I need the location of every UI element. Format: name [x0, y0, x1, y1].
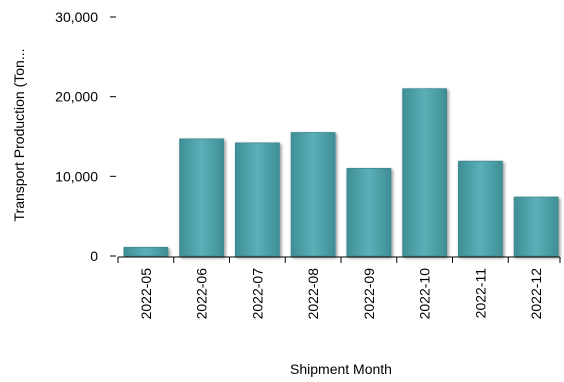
bar-2022-12[interactable]	[513, 196, 559, 257]
x-tick-label: 2022-08	[305, 268, 321, 320]
bar-2022-07[interactable]	[234, 142, 280, 257]
bar-2022-05[interactable]	[123, 246, 169, 257]
y-tick-label: 20,000	[55, 89, 98, 105]
bar-2022-08[interactable]	[290, 132, 336, 257]
x-axis-title: Shipment Month	[290, 361, 392, 377]
bar-2022-11[interactable]	[457, 160, 503, 257]
x-tick-label: 2022-12	[528, 268, 544, 320]
bar-2022-06[interactable]	[179, 138, 225, 257]
bar-2022-10[interactable]	[402, 88, 448, 257]
x-axis: 2022-05 2022-06 2022-07 2022-08 2022-09 2022-…	[117, 256, 561, 320]
x-tick-label: 2022-11	[472, 268, 488, 319]
bar-series	[123, 88, 559, 257]
bar-2022-09[interactable]	[346, 167, 392, 257]
x-tick-label: 2022-06	[194, 268, 210, 320]
y-axis: 0 10,000 20,000 30,000	[55, 9, 116, 264]
y-tick-label: 10,000	[55, 168, 98, 184]
x-tick-label: 2022-05	[138, 268, 154, 320]
y-tick-label: 30,000	[55, 9, 98, 25]
x-tick-label: 2022-07	[249, 268, 265, 320]
x-tick-label: 2022-09	[361, 268, 377, 320]
y-tick-label: 0	[90, 248, 98, 264]
y-axis-title: Transport Production (Ton...	[11, 48, 27, 221]
x-tick-label: 2022-10	[417, 268, 433, 320]
